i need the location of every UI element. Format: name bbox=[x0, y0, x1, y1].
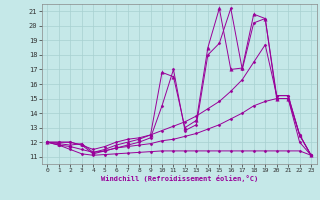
X-axis label: Windchill (Refroidissement éolien,°C): Windchill (Refroidissement éolien,°C) bbox=[100, 175, 258, 182]
